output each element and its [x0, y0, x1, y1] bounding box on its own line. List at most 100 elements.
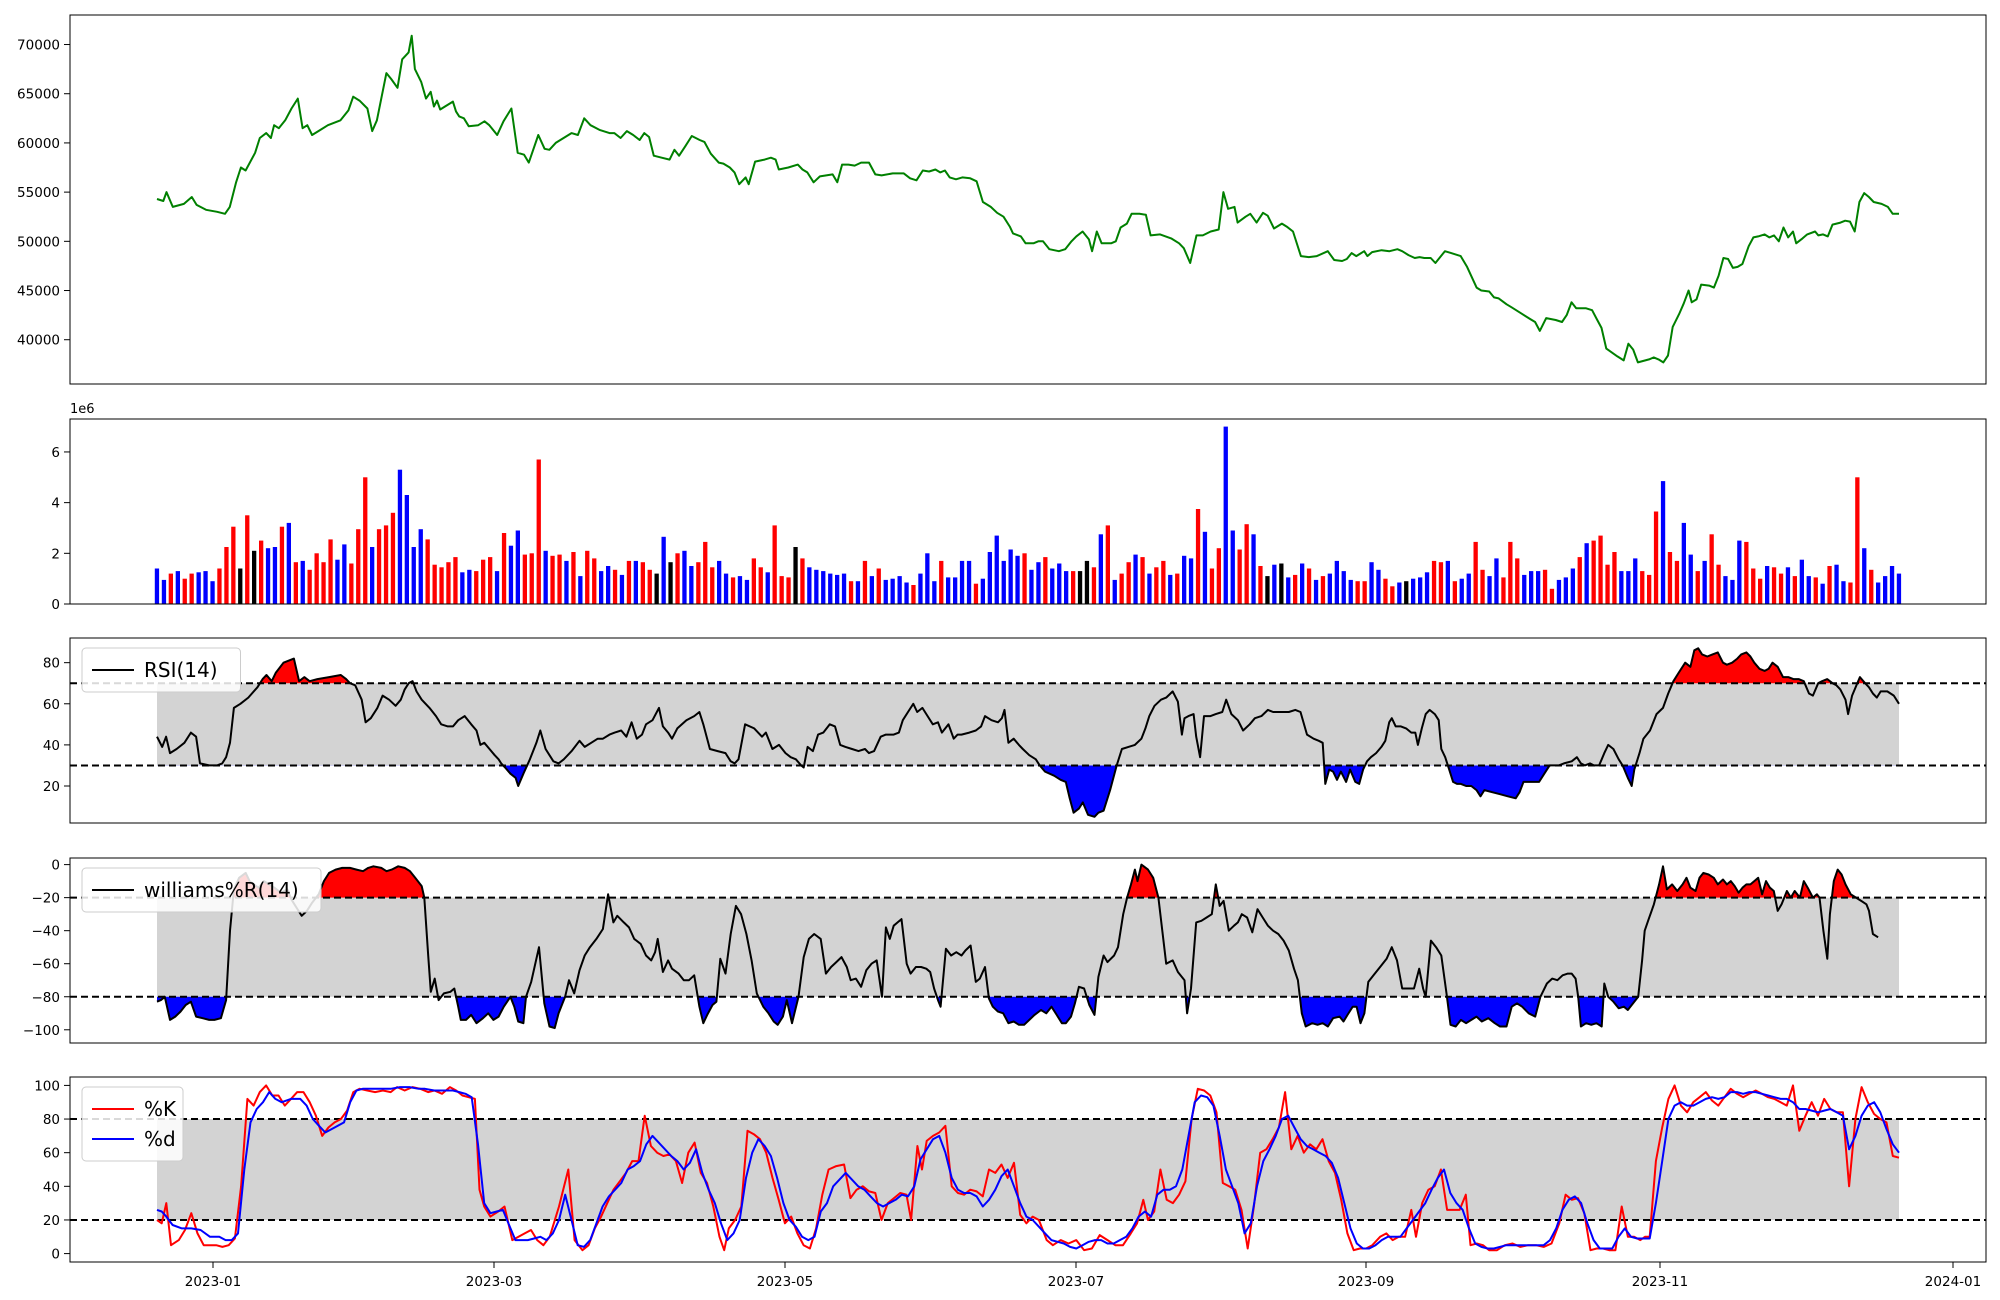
date-tick-label: 2023-07 — [1048, 1274, 1104, 1290]
williams-series-williams-r-14- — [156, 863, 1879, 1030]
volume-bar — [501, 533, 507, 604]
volume-bar — [1404, 581, 1409, 604]
volume-tick-label: 2 — [51, 546, 60, 562]
volume-bar — [835, 574, 840, 604]
volume-bar — [897, 576, 902, 604]
volume-bar — [1876, 582, 1881, 604]
volume-bar — [661, 536, 666, 604]
volume-bar — [1036, 562, 1041, 604]
volume-bar — [397, 469, 403, 604]
volume-bar — [932, 581, 937, 604]
volume-bar — [925, 553, 930, 604]
stochastic-legend-label: %K — [144, 1097, 177, 1121]
volume-bar — [1154, 567, 1159, 604]
volume-bar — [550, 555, 555, 604]
volume-bar — [744, 579, 750, 604]
volume-bar — [1091, 567, 1097, 604]
volume-bar — [1556, 579, 1562, 604]
volume-bar — [272, 547, 278, 604]
volume-bar — [245, 515, 250, 604]
volume-bar — [1438, 562, 1444, 604]
volume-bar — [904, 582, 909, 604]
volume-bar — [1133, 554, 1138, 604]
volume-bar — [1320, 576, 1326, 604]
williams-tick-label: −60 — [32, 957, 61, 973]
williams-overbought-fill — [157, 864, 1899, 898]
volume-bar — [425, 539, 430, 604]
volume-bar — [203, 571, 208, 604]
volume-bar — [890, 578, 895, 604]
date-tick-label: 2023-09 — [1338, 1274, 1394, 1290]
volume-bar — [1084, 560, 1090, 604]
stochastic-legend-box — [81, 1086, 184, 1162]
volume-bar — [723, 573, 729, 604]
volume-bar — [1140, 557, 1145, 604]
volume-bar — [168, 573, 173, 604]
volume-bar — [1029, 569, 1034, 604]
volume-bar — [1188, 558, 1194, 604]
volume-bar — [1008, 549, 1013, 604]
volume-bar — [1161, 560, 1166, 604]
volume-bar — [953, 577, 958, 604]
volume-bar — [1105, 525, 1110, 604]
volume-bar — [612, 569, 618, 604]
volume-bar — [1272, 564, 1277, 604]
volume-bar — [1293, 574, 1298, 604]
volume-bar — [349, 563, 354, 604]
williams-legend-label: williams%R(14) — [144, 878, 299, 902]
volume-bar — [1896, 573, 1902, 604]
volume-bar — [876, 568, 881, 604]
price-line — [156, 34, 1899, 364]
date-tick-label: 2023-03 — [466, 1274, 522, 1290]
rsi-tick-label: 40 — [43, 738, 60, 754]
volume-bar — [1244, 524, 1249, 604]
volume-bar — [1126, 562, 1131, 604]
volume-bar — [279, 526, 285, 604]
volume-bar — [328, 539, 333, 604]
volume-bar — [939, 560, 944, 604]
volume-bar — [1855, 477, 1860, 604]
volume-bar — [536, 459, 541, 604]
volume-bar — [557, 554, 562, 604]
date-tick-label: 2023-01 — [185, 1274, 241, 1290]
volume-bar — [1522, 574, 1527, 604]
volume-bar — [453, 557, 458, 604]
volume-bar — [959, 560, 965, 604]
volume-bar — [1633, 558, 1638, 604]
volume-bar — [619, 574, 625, 604]
rsi-panel: 20 40 60 80 RSI(14) — [43, 637, 1987, 824]
volume-bar — [1431, 560, 1437, 604]
volume-bar — [286, 522, 291, 604]
volume-bar — [793, 547, 798, 604]
volume-bar — [1716, 564, 1721, 604]
volume-bar — [1820, 583, 1825, 604]
price-tick-label: 60000 — [17, 136, 60, 152]
volume-bar — [1480, 569, 1485, 604]
price-tick-label: 50000 — [17, 234, 60, 250]
volume-bar — [592, 558, 597, 604]
volume-bar — [1751, 568, 1756, 604]
volume-bar — [606, 566, 611, 604]
volume-bar — [1647, 574, 1652, 604]
volume-offset-label: 1e6 — [70, 402, 95, 417]
volume-bar — [1619, 571, 1624, 604]
volume-bar — [973, 583, 979, 604]
rsi-tick-label: 20 — [43, 779, 60, 795]
volume-bar — [1792, 576, 1797, 604]
volume-bar — [1730, 579, 1735, 604]
volume-bar — [161, 579, 167, 604]
volume-bar — [1536, 571, 1541, 604]
volume-bar — [1771, 567, 1777, 604]
volume-bar — [1050, 568, 1055, 604]
volume-bar — [418, 529, 423, 604]
volume-bar — [1175, 573, 1180, 604]
williams-frame — [69, 857, 1987, 1044]
volume-bar — [633, 560, 638, 604]
date-tick-label: 2024-01 — [1925, 1274, 1981, 1290]
volume-bar — [182, 578, 187, 604]
volume-bar — [376, 529, 382, 604]
volume-bar — [224, 547, 229, 604]
volume-bar — [1494, 558, 1499, 604]
volume-bar — [578, 576, 583, 604]
